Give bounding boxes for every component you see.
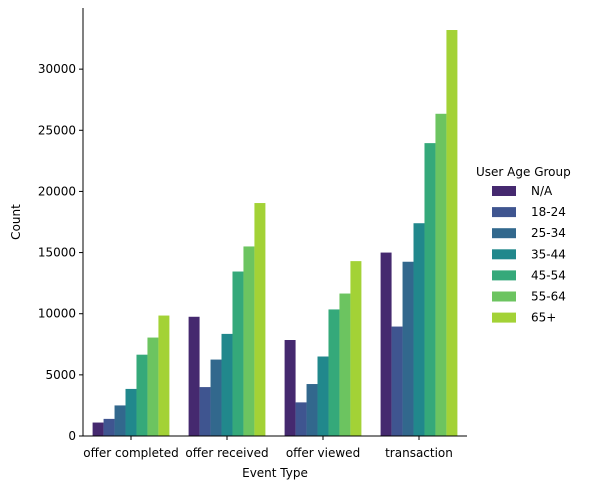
y-tick-label: 20000 <box>38 184 76 198</box>
bar-65--2 <box>350 261 362 436</box>
bar-35-44-3 <box>413 223 425 436</box>
bars-layer <box>92 30 458 437</box>
bar-45-54-0 <box>136 354 148 436</box>
legend-title: User Age Group <box>476 165 571 179</box>
legend-label: 25-34 <box>531 226 566 240</box>
bar-25-34-3 <box>402 261 414 436</box>
y-tick-label: 0 <box>68 429 76 443</box>
legend-label: N/A <box>531 184 553 198</box>
bar-65--1 <box>254 203 266 436</box>
y-tick-label: 30000 <box>38 62 76 76</box>
legend-label: 18-24 <box>531 205 566 219</box>
legend-swatch <box>492 312 516 323</box>
bar-18-24-3 <box>391 326 403 436</box>
x-tick-label: offer viewed <box>286 446 360 460</box>
bar-35-44-1 <box>221 333 233 436</box>
legend: User Age Group N/A 18-24 25-34 35-44 45-54 55… <box>476 165 571 325</box>
y-tick-label: 5000 <box>45 368 76 382</box>
bar-55-64-2 <box>339 293 351 436</box>
bar-n-a-0 <box>92 422 104 436</box>
y-tick-label: 10000 <box>38 307 76 321</box>
x-ticks: offer completed offer received offer viewe… <box>83 436 453 460</box>
x-tick-label: offer completed <box>83 446 178 460</box>
legend-label: 55-64 <box>531 290 566 304</box>
bar-45-54-2 <box>328 309 340 436</box>
bar-35-44-0 <box>125 388 137 436</box>
bar-55-64-3 <box>435 113 447 436</box>
x-tick-label: transaction <box>385 446 453 460</box>
bar-45-54-1 <box>232 271 244 436</box>
bar-25-34-2 <box>306 384 318 436</box>
bar-45-54-3 <box>424 143 436 436</box>
bar-18-24-1 <box>199 387 211 436</box>
legend-swatch <box>492 228 516 239</box>
y-ticks: 0 5000 10000 15000 20000 25000 30000 <box>38 62 83 443</box>
legend-swatch <box>492 249 516 260</box>
legend-items: N/A 18-24 25-34 35-44 45-54 55-64 65+ <box>492 184 566 325</box>
y-axis-title: Count <box>9 204 23 240</box>
bar-55-64-0 <box>147 337 159 436</box>
bar-18-24-2 <box>295 402 307 436</box>
legend-label: 65+ <box>531 311 556 325</box>
bar-55-64-1 <box>243 246 255 436</box>
bar-n-a-1 <box>188 316 200 436</box>
legend-label: 45-54 <box>531 268 566 282</box>
bar-35-44-2 <box>317 356 329 436</box>
legend-swatch <box>492 291 516 302</box>
axes-layer <box>82 8 467 437</box>
x-axis-title: Event Type <box>242 466 308 480</box>
legend-swatch <box>492 207 516 218</box>
x-tick-label: offer received <box>185 446 268 460</box>
legend-label: 35-44 <box>531 247 566 261</box>
bar-n-a-2 <box>284 340 296 436</box>
bar-25-34-1 <box>210 359 222 436</box>
bar-18-24-0 <box>103 418 115 436</box>
bar-n-a-3 <box>380 252 392 436</box>
bar-65--3 <box>446 30 458 437</box>
y-tick-label: 25000 <box>38 123 76 137</box>
legend-swatch <box>492 270 516 281</box>
legend-swatch <box>492 186 516 196</box>
bar-25-34-0 <box>114 405 126 436</box>
bar-65--0 <box>158 315 170 436</box>
y-tick-label: 15000 <box>38 246 76 260</box>
